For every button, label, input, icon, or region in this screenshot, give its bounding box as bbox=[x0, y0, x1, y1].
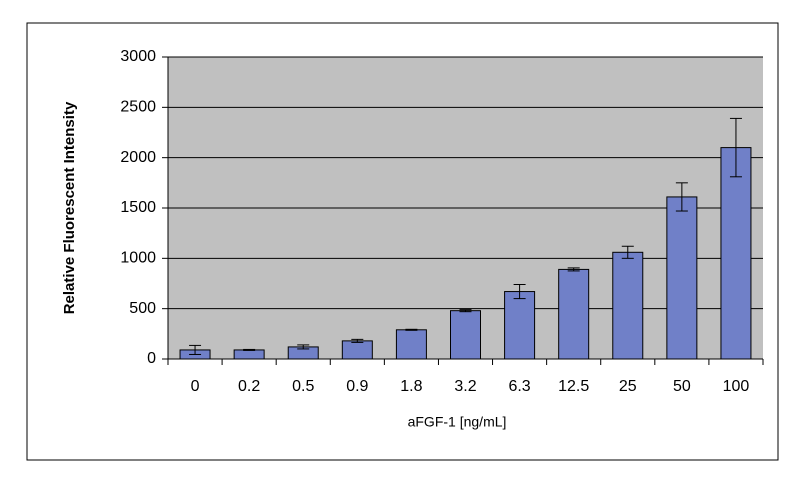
bar bbox=[666, 196, 698, 360]
y-tick-label: 2500 bbox=[120, 99, 156, 116]
x-tick-label: 3.2 bbox=[454, 378, 476, 395]
bar bbox=[341, 340, 373, 360]
bar bbox=[504, 291, 536, 360]
x-tick-label: 0.2 bbox=[238, 378, 260, 395]
x-axis-title: aFGF-1 [ng/mL] bbox=[408, 414, 507, 430]
bar bbox=[233, 349, 265, 360]
x-tick-label: 12.5 bbox=[558, 378, 589, 395]
x-tick-label: 0.9 bbox=[346, 378, 368, 395]
bar bbox=[450, 310, 481, 360]
x-tick-label: 6.3 bbox=[508, 378, 530, 395]
x-tick-label: 25 bbox=[619, 378, 637, 395]
x-tick-label: 1.8 bbox=[400, 378, 422, 395]
y-tick-label: 1000 bbox=[120, 250, 156, 267]
bar bbox=[395, 329, 427, 360]
x-tick-label: 0 bbox=[191, 378, 200, 395]
x-tick-label: 100 bbox=[723, 378, 750, 395]
y-tick-label: 1500 bbox=[120, 199, 156, 216]
bar bbox=[612, 251, 644, 360]
bar bbox=[720, 147, 752, 360]
y-tick-label: 0 bbox=[147, 350, 156, 367]
y-tick-label: 3000 bbox=[120, 48, 156, 65]
bar bbox=[558, 268, 590, 360]
y-axis-title: Relative Fluorescent Intensity bbox=[61, 101, 78, 314]
y-tick-label: 500 bbox=[129, 300, 156, 317]
x-tick-label: 0.5 bbox=[292, 378, 314, 395]
x-tick-label: 50 bbox=[673, 378, 691, 395]
y-tick-label: 2000 bbox=[120, 149, 156, 166]
